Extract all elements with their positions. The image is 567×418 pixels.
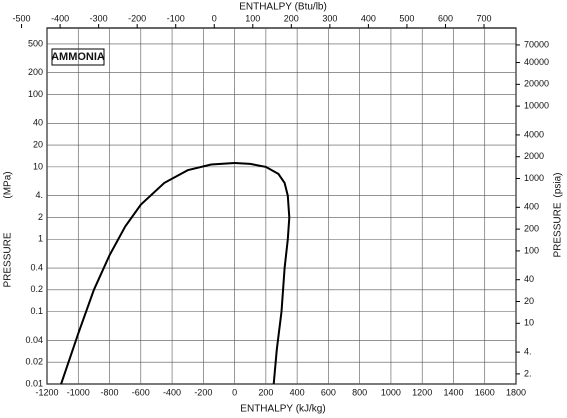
x2-tick-label: 700 [476,13,491,23]
y-tick-label: 0.02 [25,357,43,367]
y-tick-label: 1 [38,234,43,244]
x2-tick-label: -400 [51,13,69,23]
y2-tick-label: 1000 [524,173,544,183]
y2-tick-label: 40 [524,274,534,284]
y2-tick-label: 2. [524,368,532,378]
x-tick-label: 1000 [381,387,401,397]
y2-axis-label: PRESSURE [553,202,564,257]
x2-tick-label: -300 [90,13,108,23]
x2-tick-label: -200 [128,13,146,23]
plot-frame [46,27,517,385]
y2-tick-label: 10 [524,318,534,328]
y-tick-label: 2 [38,212,43,222]
y-tick-label: 0.4 [30,262,43,272]
x2-tick-label: 0 [212,13,217,23]
y2-tick-label: 20 [524,296,534,306]
x-tick-label: -1000 [67,387,90,397]
x2-tick-label: 500 [399,13,414,23]
x-tick-label: -400 [163,387,181,397]
y2-tick-label: 10000 [524,100,549,110]
x2-tick-label: 200 [284,13,299,23]
x-tick-label: 1800 [506,387,526,397]
y2-tick-label: 70000 [524,39,549,49]
y-tick-label: 0.2 [30,284,43,294]
y2-axis-unit: (psia) [553,172,564,197]
x-tick-label: -200 [194,387,212,397]
y-tick-label: 100 [28,89,43,99]
y-tick-label: 200 [28,67,43,77]
y2-tick-label: 400 [524,202,539,212]
x-tick-label: 800 [352,387,367,397]
x-tick-label: 400 [290,387,305,397]
x-axis-label: ENTHALPY (kJ/kg) [240,404,325,415]
x-tick-label: -800 [101,387,119,397]
y-tick-label: 0.01 [25,378,43,388]
x2-tick-label: -500 [13,13,31,23]
x-tick-label: -1200 [35,387,58,397]
y-tick-label: 500 [28,38,43,48]
y-tick-label: 40 [33,118,43,128]
y2-tick-label: 100 [524,245,539,255]
y-axis-unit: (MPa) [3,171,14,198]
y2-tick-label: 20000 [524,79,549,89]
x2-tick-label: 300 [322,13,337,23]
x2-tick-label: 100 [245,13,260,23]
x-tick-label: 1400 [443,387,463,397]
x-tick-label: 600 [321,387,336,397]
y-tick-label: 20 [33,139,43,149]
y-tick-label: 0.1 [30,306,43,316]
x-tick-label: 1600 [475,387,495,397]
x-tick-label: 0 [232,387,237,397]
y-tick-label: 0.04 [25,335,43,345]
y-tick-label: 4. [35,190,43,200]
x-tick-label: -600 [132,387,150,397]
x2-tick-label: 600 [438,13,453,23]
x2-tick-label: -100 [167,13,185,23]
saturation-line [60,162,235,385]
x2-axis-label: ENTHALPY (Btu/lb) [239,2,327,13]
saturation-line [234,162,291,385]
y-tick-label: 10 [33,161,43,171]
x-tick-label: 1200 [412,387,432,397]
y-axis-label: PRESSURE [3,232,14,287]
x2-tick-label: 400 [361,13,376,23]
y2-tick-label: 200 [524,223,539,233]
x-tick-label: 200 [258,387,273,397]
y2-tick-label: 2000 [524,151,544,161]
y2-tick-label: 40000 [524,57,549,67]
y2-tick-label: 4000 [524,129,544,139]
y2-tick-label: 4. [524,346,532,356]
